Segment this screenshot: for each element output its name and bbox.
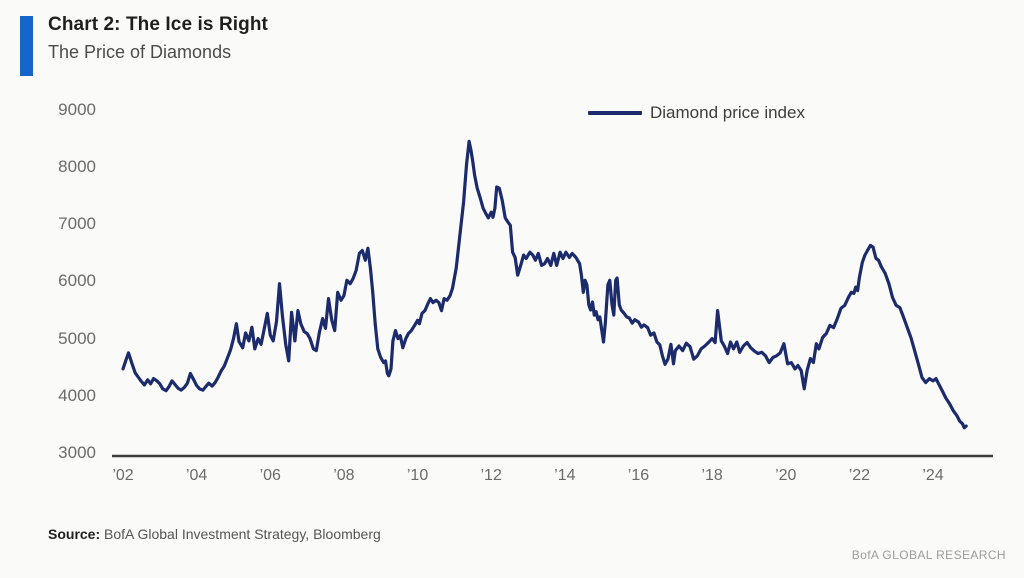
- accent-bar: [20, 16, 33, 76]
- page-title: Chart 2: The Ice is Right: [48, 14, 268, 35]
- x-tick-label: ’24: [922, 467, 944, 484]
- y-tick-label: 6000: [58, 271, 96, 291]
- x-tick-label: ’06: [259, 467, 281, 484]
- x-tick-label: ’18: [701, 467, 723, 484]
- x-tick-label: ’14: [554, 467, 576, 484]
- x-tick-label: ’10: [406, 467, 429, 484]
- y-tick-label: 8000: [58, 157, 96, 176]
- x-tick-label: ’04: [185, 467, 208, 484]
- source-line: Source: BofA Global Investment Strategy,…: [48, 526, 381, 542]
- y-tick-label: 4000: [58, 385, 96, 405]
- x-tick-label: ’20: [775, 467, 797, 484]
- x-tick-label: ’08: [333, 467, 355, 484]
- legend-label: Diamond price index: [650, 103, 805, 122]
- legend: Diamond price index: [588, 101, 805, 125]
- y-tick-label: 5000: [58, 328, 96, 348]
- brand-text: BofA GLOBAL RESEARCH: [851, 548, 1006, 562]
- x-tick-label: ’22: [848, 467, 871, 484]
- x-tick-label: ’16: [627, 467, 650, 484]
- source-text: BofA Global Investment Strategy, Bloombe…: [100, 526, 381, 542]
- page-subtitle: The Price of Diamonds: [48, 42, 232, 62]
- legend-line-swatch: [588, 111, 642, 115]
- y-tick-label: 9000: [58, 99, 96, 119]
- y-tick-label: 7000: [58, 214, 96, 234]
- price-line: [121, 139, 968, 430]
- y-tick-label: 3000: [58, 443, 96, 462]
- x-tick-label: ’02: [112, 467, 134, 484]
- x-tick-label: ’12: [480, 467, 502, 484]
- source-label: Source:: [48, 526, 101, 542]
